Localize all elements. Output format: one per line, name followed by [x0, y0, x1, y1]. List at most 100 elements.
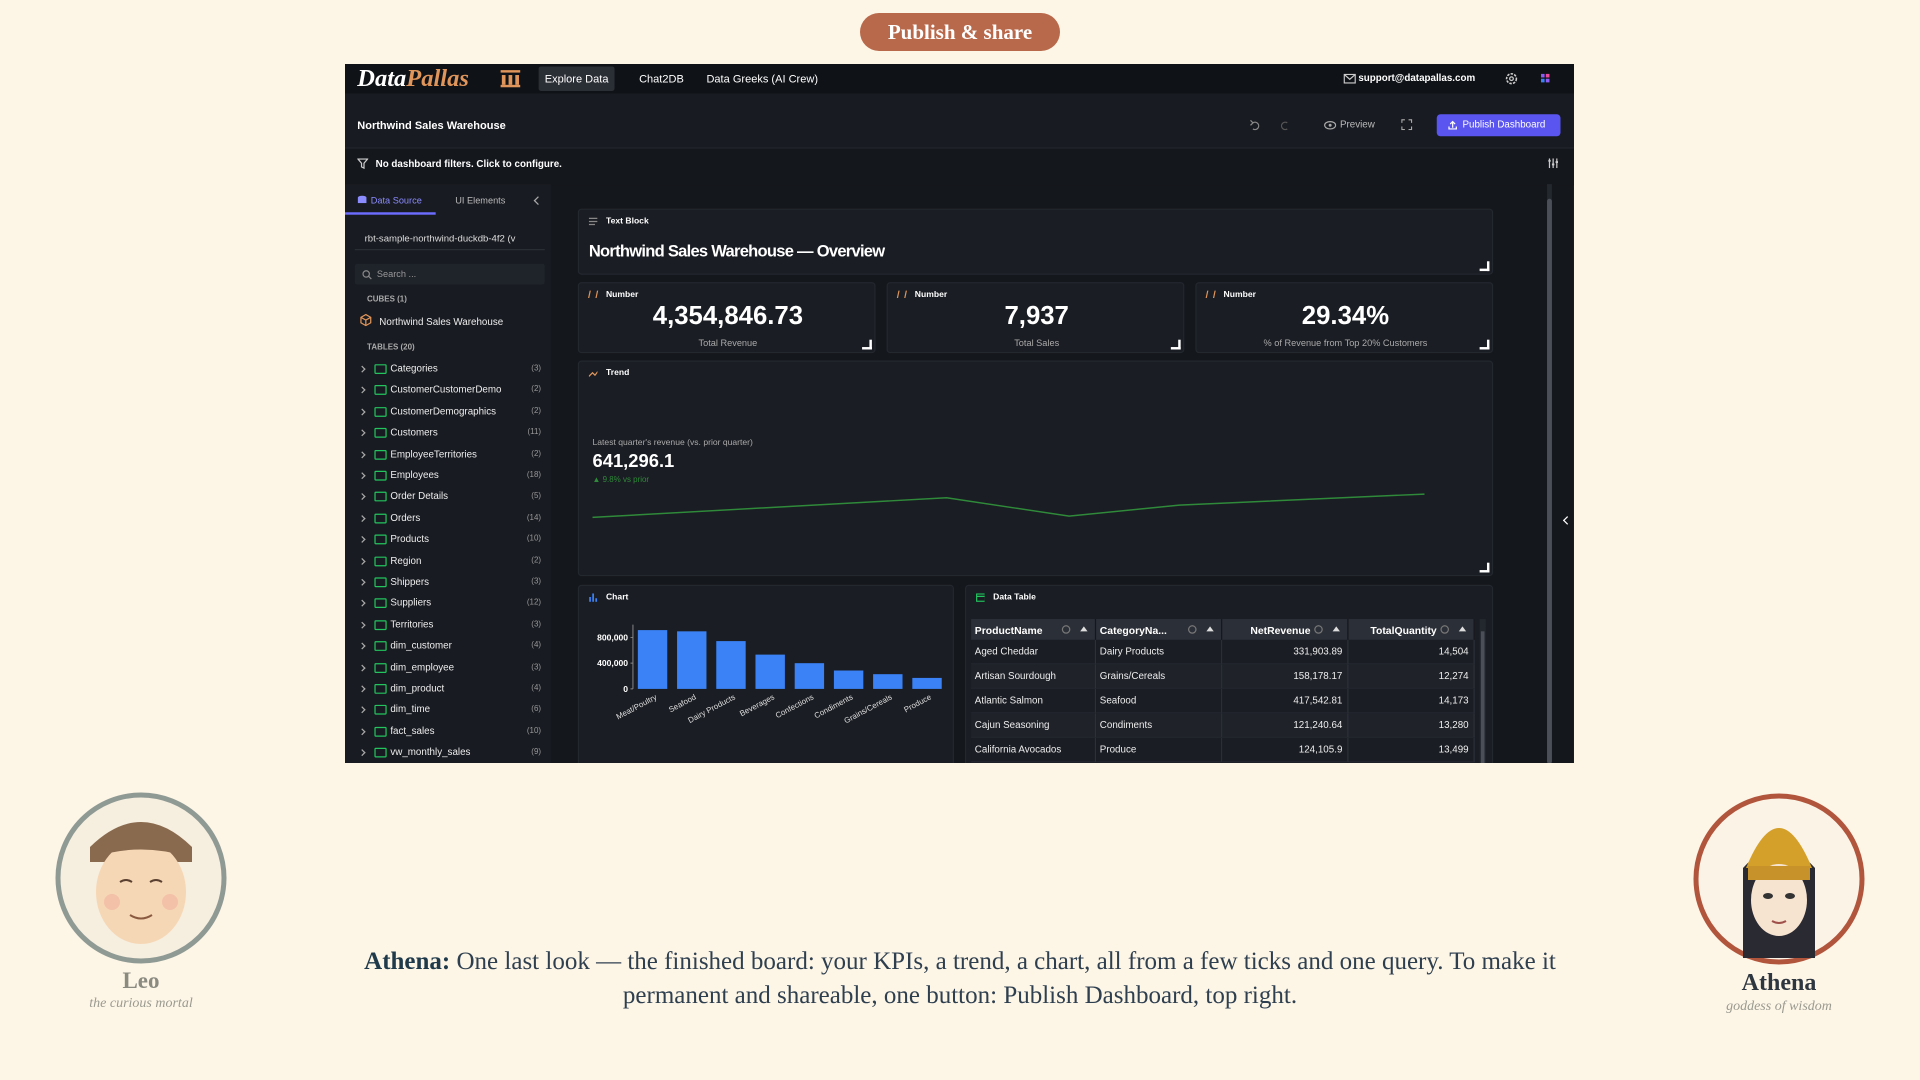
- chevron[interactable]: [533, 196, 543, 205]
- chevron[interactable]: [358, 685, 366, 693]
- column-title[interactable]: ProductName: [974, 623, 1043, 637]
- column-title[interactable]: NetRevenue: [1250, 623, 1311, 637]
- sidebar-tab[interactable]: UI Elements: [455, 195, 506, 207]
- source-name[interactable]: rbt-sample-northwind-duckdb-4f2 (v: [364, 233, 516, 245]
- nav-item[interactable]: Explore Data: [538, 66, 615, 91]
- table-name[interactable]: dim_employee: [390, 661, 455, 673]
- table-name[interactable]: CustomerDemographics: [390, 405, 497, 417]
- table-name[interactable]: Region: [390, 554, 422, 566]
- publish-dashboard-button[interactable]: Publish Dashboard: [1436, 114, 1561, 137]
- column-title[interactable]: CategoryNa...: [1099, 623, 1167, 637]
- fullscreen-icon[interactable]: [1401, 119, 1413, 131]
- settings-icon[interactable]: [1504, 71, 1519, 86]
- nav-item[interactable]: Data Greeks (AI Crew): [706, 72, 819, 85]
- table-name[interactable]: Categories: [390, 362, 438, 375]
- resize-handle[interactable]: [1479, 562, 1490, 573]
- chevron[interactable]: [358, 578, 366, 586]
- character-role: goddess of wisdom: [1726, 999, 1832, 1014]
- table-icon: [374, 492, 387, 502]
- table-count: (5): [531, 492, 542, 501]
- table-name[interactable]: dim_product: [390, 682, 445, 694]
- chevron[interactable]: [358, 664, 366, 672]
- column-header[interactable]: ProductName: [971, 619, 1097, 640]
- card-label: Chart: [605, 593, 629, 602]
- apps-icon[interactable]: [1540, 73, 1551, 84]
- filter-settings-icon[interactable]: [1548, 158, 1559, 169]
- chevron[interactable]: [358, 408, 366, 416]
- column-header[interactable]: CategoryNa...: [1096, 619, 1223, 640]
- table-name[interactable]: Shippers: [390, 576, 430, 588]
- table-name[interactable]: Order Details: [390, 490, 449, 502]
- chevron[interactable]: [358, 642, 366, 650]
- column-info-icon[interactable]: [1440, 625, 1449, 634]
- chevron[interactable]: [358, 386, 366, 394]
- filters-message[interactable]: No dashboard filters. Click to configure…: [375, 158, 562, 170]
- source-select[interactable]: [354, 228, 545, 251]
- undo-redo[interactable]: [1249, 119, 1293, 131]
- table-name[interactable]: Customers: [390, 426, 438, 438]
- table-name[interactable]: vw_monthly_sales: [390, 746, 471, 758]
- section-label[interactable]: CUBES (1): [367, 295, 407, 305]
- table-name[interactable]: fact_sales: [390, 725, 435, 737]
- section-label[interactable]: TABLES (20): [367, 343, 415, 352]
- table-name[interactable]: Orders: [390, 512, 421, 524]
- chevron[interactable]: [358, 728, 366, 736]
- table-name[interactable]: CustomerCustomerDemo: [390, 384, 502, 396]
- cell-text: 121,240.64: [1293, 719, 1343, 731]
- column-info-icon[interactable]: [1314, 625, 1323, 634]
- table-name[interactable]: Suppliers: [390, 597, 432, 609]
- scrollbar-thumb[interactable]: [1547, 198, 1552, 763]
- chevron[interactable]: [358, 557, 366, 565]
- table-name[interactable]: Territories: [390, 618, 434, 630]
- resize-handle[interactable]: [1479, 261, 1490, 272]
- cell-text: 13,280: [1438, 719, 1469, 731]
- search-box[interactable]: [354, 263, 545, 285]
- logo-icon: [500, 70, 521, 88]
- search-icon: [362, 270, 372, 280]
- sidebar-tab[interactable]: Data Source: [370, 195, 422, 207]
- chevron[interactable]: [358, 600, 366, 608]
- table-name[interactable]: dim_time: [390, 704, 431, 716]
- chevron[interactable]: [358, 536, 366, 544]
- sort-icon[interactable]: [1080, 626, 1088, 632]
- column-info-icon[interactable]: [1061, 625, 1071, 634]
- chevron[interactable]: [358, 365, 366, 373]
- chevron[interactable]: [358, 706, 366, 714]
- column-title[interactable]: TotalQuantity: [1370, 623, 1437, 637]
- table-name[interactable]: Employees: [390, 469, 439, 481]
- resize-handle[interactable]: [1479, 339, 1490, 350]
- support-email[interactable]: support@datapallas.com: [1358, 72, 1476, 84]
- search-placeholder[interactable]: Search ...: [376, 268, 417, 280]
- table-name[interactable]: dim_customer: [390, 640, 452, 652]
- sort-icon[interactable]: [1458, 626, 1467, 632]
- chevron[interactable]: [358, 514, 366, 522]
- cell-text: 331,903.89: [1293, 646, 1343, 658]
- sort-icon[interactable]: [1206, 626, 1214, 632]
- resize-handle[interactable]: [862, 339, 872, 350]
- chart-card: Chart 0 400,000 800,000 Meat/Poultry Seafood…: [577, 584, 954, 763]
- chevron[interactable]: [358, 621, 366, 629]
- db-icon: [357, 195, 367, 204]
- resize-handle[interactable]: [1170, 339, 1181, 350]
- publish-dashboard-label[interactable]: Publish Dashboard: [1462, 119, 1546, 131]
- table-count: (12): [526, 598, 542, 608]
- table-name[interactable]: EmployeeTerritories: [390, 448, 477, 460]
- column-info-icon[interactable]: [1188, 625, 1197, 634]
- sort-icon[interactable]: [1332, 626, 1340, 632]
- column-header[interactable]: TotalQuantity: [1348, 619, 1475, 640]
- column-header[interactable]: NetRevenue: [1222, 619, 1349, 640]
- chevron[interactable]: [358, 450, 366, 458]
- cube-name[interactable]: Northwind Sales Warehouse: [379, 316, 504, 328]
- table-name[interactable]: Products: [390, 533, 430, 545]
- bar: [873, 674, 903, 689]
- chevron[interactable]: [358, 749, 366, 757]
- screenshot-panel: DataPallas Explore Data Chat2DB Data Greek…: [345, 64, 1574, 763]
- chevron[interactable]: [358, 429, 366, 437]
- table-cell: 331,903.89: [1222, 639, 1349, 665]
- chevron[interactable]: [358, 493, 366, 501]
- chevron[interactable]: [358, 472, 366, 480]
- nav-item[interactable]: Chat2DB: [639, 72, 684, 85]
- preview-button[interactable]: Preview: [1339, 119, 1375, 131]
- collapse-chevron[interactable]: [1562, 516, 1572, 525]
- table-scrollbar-thumb[interactable]: [1480, 631, 1485, 763]
